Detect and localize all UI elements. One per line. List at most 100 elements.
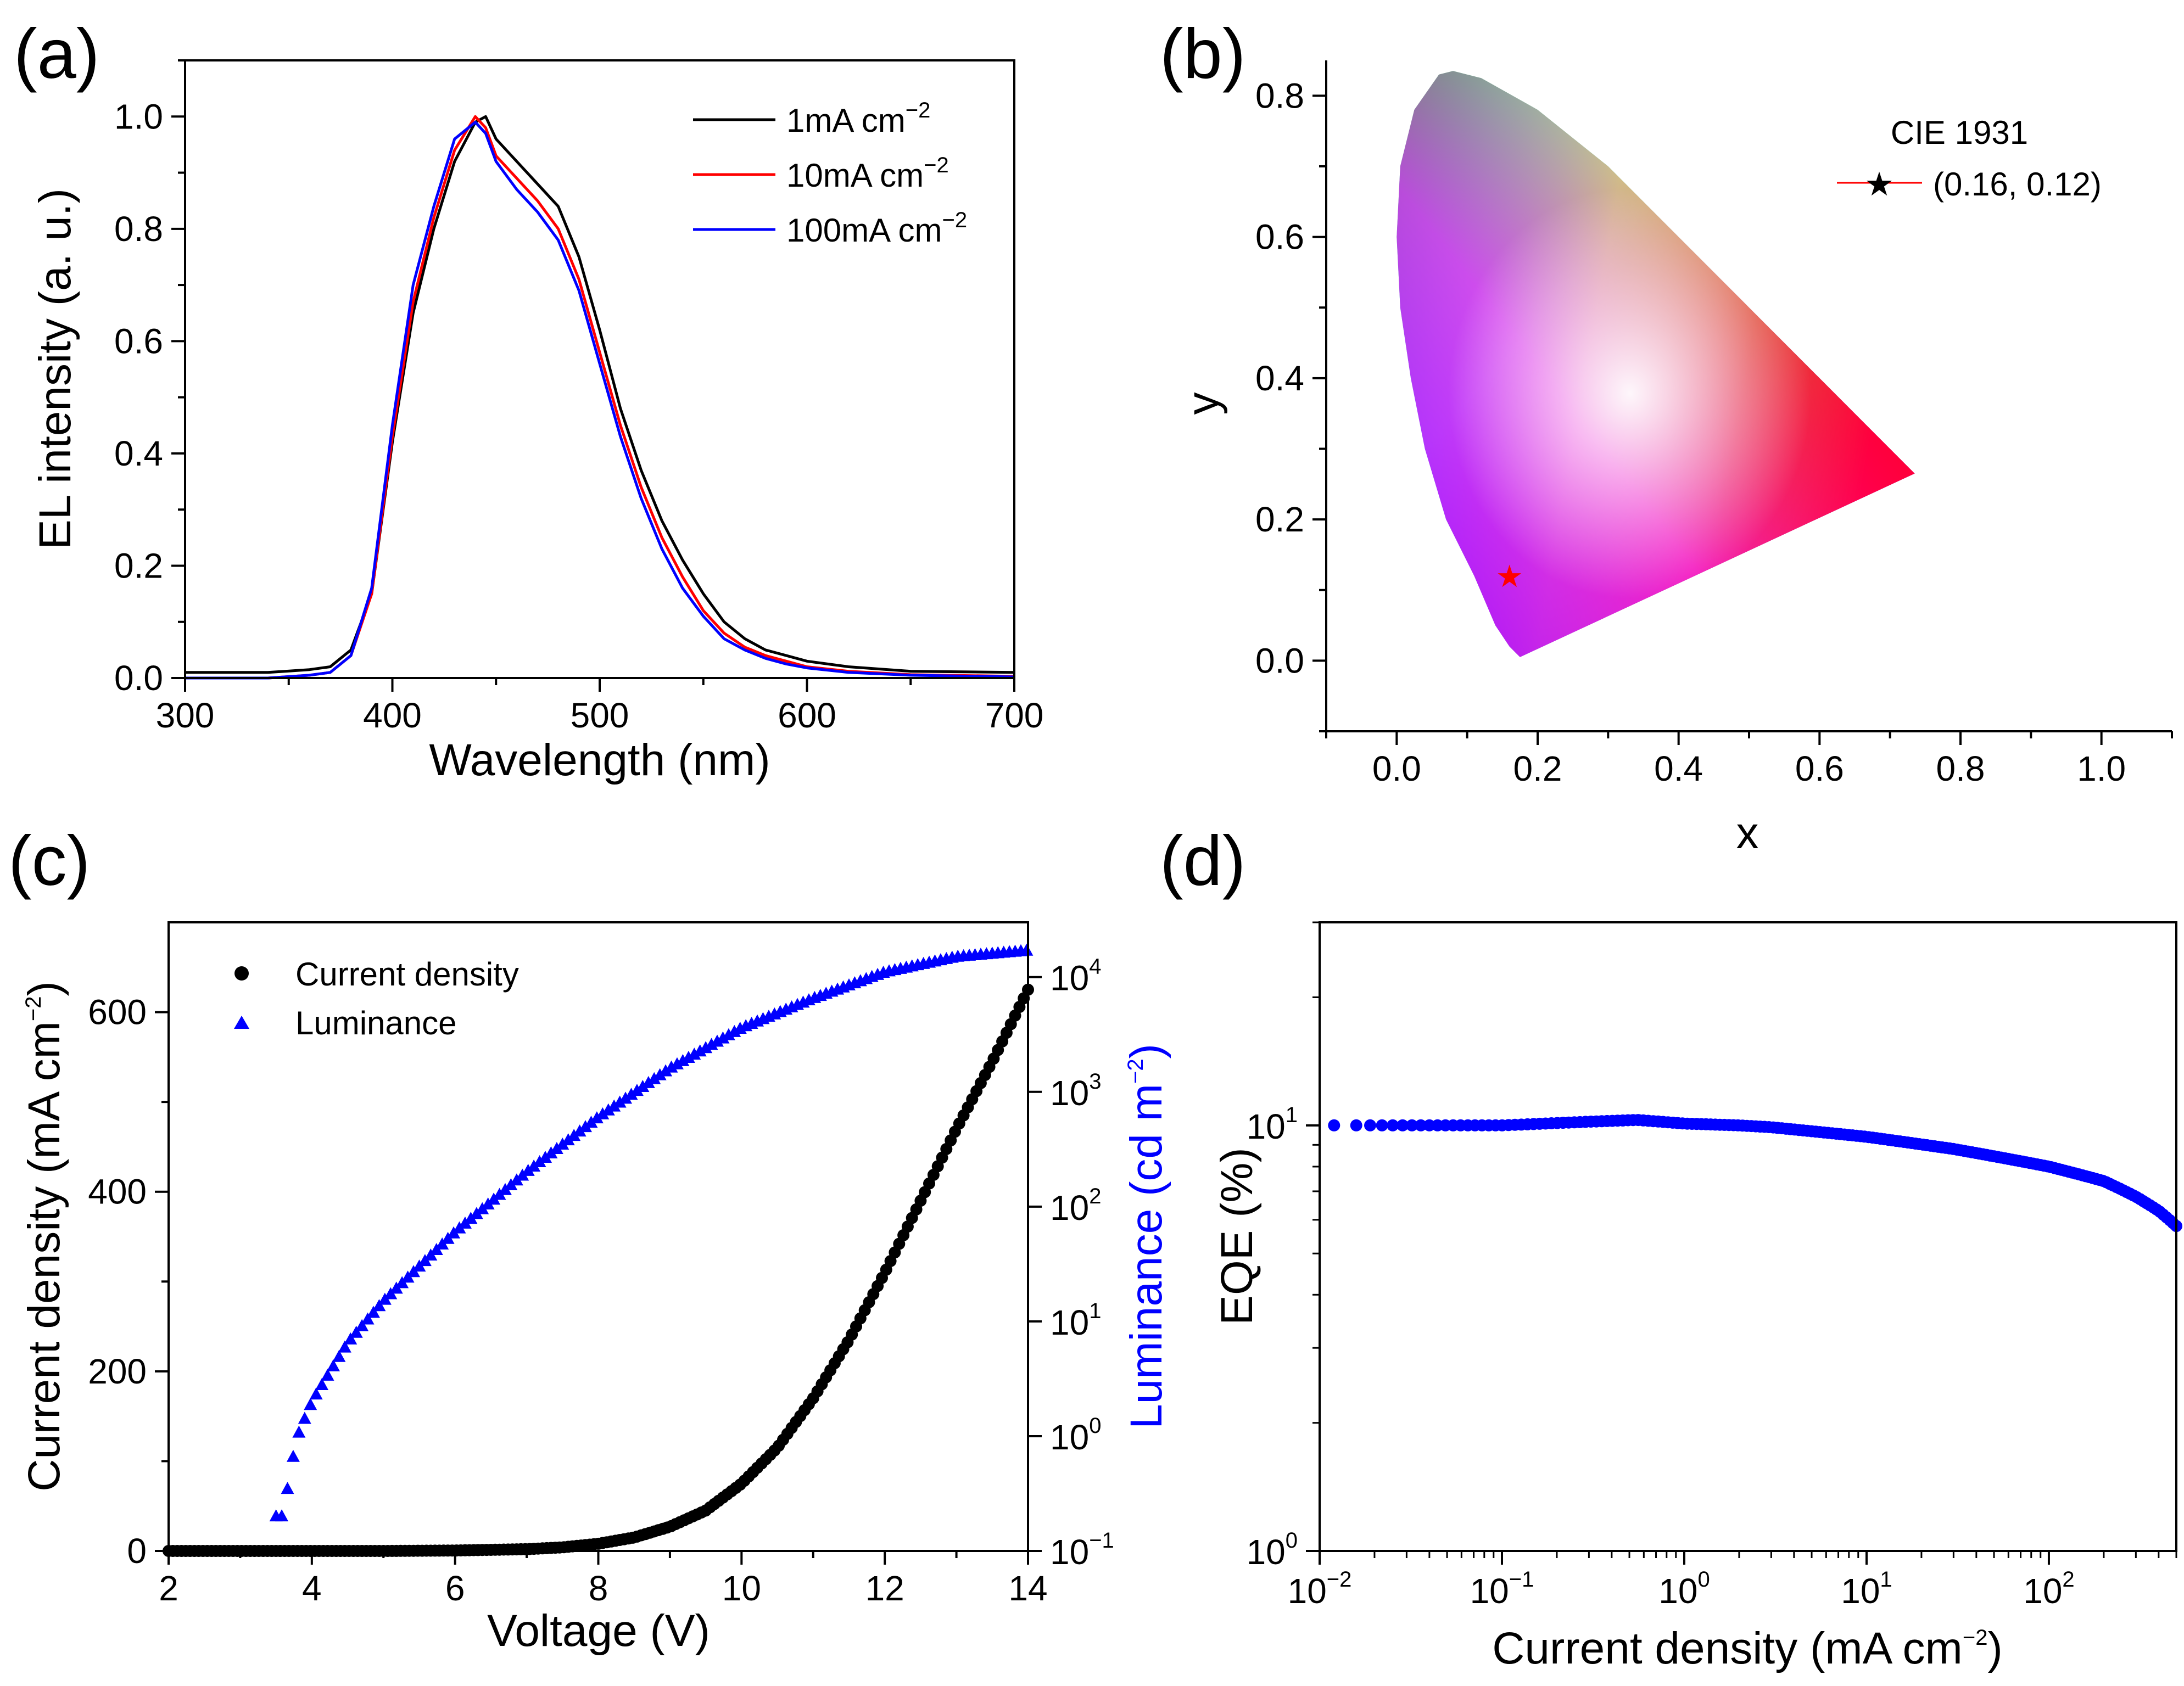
a-plot-frame [184, 59, 1015, 679]
c-luminance-point [298, 1411, 311, 1424]
c-legend-label-1: Current density [295, 956, 519, 993]
a-y-tick-label: 0.0 [114, 658, 163, 698]
a-x-tick-label: 400 [363, 696, 422, 735]
panel-label-d: (d) [1160, 822, 1245, 900]
c-luminance-point [670, 1057, 684, 1069]
b-x-axis-title: x [1736, 808, 1759, 858]
a-legend-label-1: 1mA cm−2 [786, 98, 930, 139]
b-legend-marker: ★ [1864, 166, 1894, 203]
c-ticks-group: 2 4 6 8 10 12 14 0 200 400 600 10−1 100 101 102 103 104 [88, 955, 1114, 1608]
c-legend-marker-2 [234, 1016, 249, 1029]
d-x-tick-label: 101 [1841, 1567, 1892, 1611]
c-luminance-point [688, 1048, 701, 1060]
d-y-axis-title: EQE (%) [1212, 1147, 1262, 1325]
c-y2-axis-title: Luminance (cd m−2) [1121, 1044, 1171, 1429]
c-luminance-point [372, 1299, 386, 1312]
c-luminance-point [321, 1368, 334, 1381]
c-luminance-point [349, 1325, 363, 1338]
c-x-tick-label: 14 [1008, 1569, 1047, 1608]
b-x-tick-label: 0.0 [1372, 749, 1421, 788]
a-series-line-3 [185, 121, 1015, 680]
c-luminance-point [550, 1142, 563, 1155]
c-luminance-point [728, 1024, 741, 1037]
b-y-tick-label: 0.2 [1255, 500, 1304, 539]
c-luminance-point [647, 1072, 661, 1084]
b-cie-diagram: ★ [1397, 71, 1915, 657]
b-y-tick-label: 0.8 [1255, 76, 1304, 115]
a-legend-label-3: 100mA cm−2 [786, 208, 967, 249]
panel-c-jvl: 2 4 6 8 10 12 14020040060010−1100101102103104 … [19, 921, 1171, 1656]
a-series-group [185, 115, 1015, 680]
c-luminance-point [292, 1425, 306, 1438]
a-x-axis-title: Wavelength (nm) [429, 735, 770, 785]
d-eqe-point [1364, 1119, 1376, 1132]
c-luminance-point [533, 1155, 546, 1167]
c-y-tick-label: 400 [88, 1172, 147, 1212]
c-luminance-point [653, 1068, 667, 1080]
c-y2-tick-label: 100 [1050, 1414, 1101, 1457]
d-eqe-point [1397, 1119, 1409, 1132]
d-eqe-point [1387, 1119, 1399, 1132]
b-x-tick-label: 0.8 [1936, 749, 1985, 788]
c-y-tick-label: 600 [88, 993, 147, 1032]
d-y-tick-label: 100 [1247, 1528, 1298, 1572]
c-x-tick-label: 12 [865, 1569, 904, 1608]
c-y-tick-label: 200 [88, 1352, 147, 1391]
c-luminance-point [699, 1041, 713, 1054]
c-luminance-point [573, 1124, 587, 1137]
b-x-tick-label: 1.0 [2077, 749, 2126, 788]
c-y2-tick-label: 101 [1050, 1299, 1101, 1342]
a-y-tick-label: 0.4 [114, 434, 163, 473]
b-y-axis-title: y [1178, 393, 1228, 415]
c-luminance-point [309, 1387, 323, 1400]
c-luminance-point [338, 1340, 351, 1353]
c-luminance-point [624, 1088, 638, 1100]
c-luminance-point [693, 1044, 707, 1057]
c-x-tick-label: 4 [302, 1569, 322, 1608]
a-y-tick-label: 0.8 [114, 209, 163, 249]
c-y2-tick-label: 103 [1050, 1069, 1101, 1113]
c-luminance-point [710, 1034, 724, 1047]
a-legend-label-2: 10mA cm−2 [786, 153, 949, 194]
a-series-line-2 [185, 115, 1015, 680]
c-luminance-point [315, 1378, 329, 1391]
c-y2-tick-label: 10−1 [1050, 1528, 1114, 1572]
c-y2-tick-label: 104 [1050, 955, 1101, 998]
c-legend-marker-1 [234, 966, 249, 981]
c-y2-tick-label: 102 [1050, 1184, 1101, 1228]
b-x-tick-label: 0.4 [1654, 749, 1703, 788]
b-legend-label: (0.16, 0.12) [1933, 166, 2102, 203]
c-luminance-point [355, 1319, 369, 1331]
c-luminance-point [527, 1159, 541, 1172]
c-y-tick-label: 0 [127, 1531, 147, 1571]
c-luminance-point [641, 1076, 655, 1088]
b-y-tick-label: 0.4 [1255, 359, 1304, 398]
a-y-axis-title: EL intensity (a. u.) [30, 188, 80, 550]
c-luminance-point [596, 1107, 610, 1119]
c-luminance-point [281, 1482, 294, 1494]
c-luminance-point [521, 1163, 535, 1176]
c-luminance-point [1020, 943, 1034, 956]
d-series-group [1328, 1114, 2182, 1233]
d-x-tick-label: 102 [2023, 1567, 2074, 1611]
panel-label-a: (a) [14, 15, 99, 93]
d-eqe-point [1376, 1119, 1388, 1132]
c-luminance-point [275, 1509, 289, 1522]
panel-d-eqe: 10−2 10−1 100 101 102 100 101 Current density … [1212, 921, 2182, 1673]
c-y-axis-title: Current density (mA cm−2) [19, 981, 69, 1492]
c-luminance-point [332, 1349, 346, 1362]
c-luminance-point [601, 1103, 615, 1116]
c-x-tick-label: 8 [589, 1569, 608, 1608]
d-ticks-group: 10−2 10−1 100 101 102 100 101 [1247, 921, 2177, 1611]
d-x-tick-label: 10−1 [1470, 1567, 1534, 1611]
b-y-tick-label: 0.6 [1255, 217, 1304, 257]
d-x-tick-label: 100 [1658, 1567, 1710, 1611]
c-legend: Current density Luminance [234, 956, 519, 1041]
c-luminance-point [561, 1133, 575, 1146]
b-legend-title: CIE 1931 [1891, 114, 2028, 151]
c-luminance-point [682, 1050, 695, 1063]
c-x-axis-title: Voltage (V) [487, 1606, 710, 1656]
a-ticks-group: 300 400 500 600 700 0.0 0.2 0.4 0.6 0.8 1.0 [114, 59, 1043, 735]
panel-a-el-spectrum: 300 400 500 600 700 0.0 0.2 0.4 0.6 0.8 1.0 Wavele… [30, 59, 1043, 785]
panel-b-cie: ★ 0.0 0.2 0.4 0.6 0.8 1.00.00.20.40.60.8 x y … [1178, 60, 2173, 858]
